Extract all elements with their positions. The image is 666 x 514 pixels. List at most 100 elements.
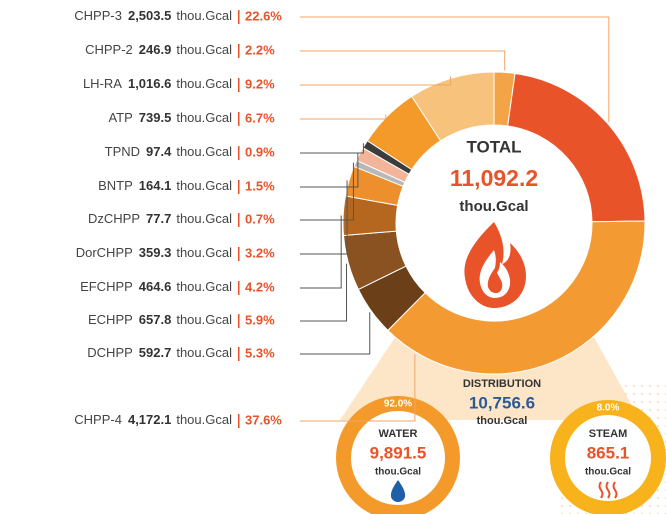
legend-value: 77.7 (146, 211, 171, 226)
leader-line (300, 50, 506, 71)
part-value: 9,891.5 (370, 443, 427, 462)
part-name: STEAM (589, 428, 628, 440)
legend-unit: thou.Gcal (176, 412, 232, 427)
legend-unit: thou.Gcal (176, 211, 232, 226)
legend-name: ECHPP (88, 312, 133, 327)
separator (238, 44, 240, 58)
legend-name: TPND (105, 144, 140, 159)
legend-value: 4,172.1 (128, 412, 171, 427)
leader-line (300, 180, 348, 255)
legend-row: BNTP 164.1 thou.Gcal (98, 178, 232, 193)
flame-icon (464, 222, 526, 308)
steam-icon (605, 481, 611, 499)
leader-line (300, 263, 348, 322)
legend-name: ATP (108, 110, 132, 125)
legend-value: 1,016.6 (128, 76, 171, 91)
legend-value: 657.8 (139, 312, 172, 327)
legend-unit: thou.Gcal (176, 8, 232, 23)
legend-row: LH-RA 1,016.6 thou.Gcal (83, 76, 232, 91)
legend-name: DorCHPP (76, 245, 133, 260)
separator (238, 112, 240, 126)
steam-icon (598, 481, 604, 499)
legend-row: DorCHPP 359.3 thou.Gcal (76, 245, 232, 260)
part-name: WATER (379, 428, 418, 440)
legend-value: 464.6 (139, 279, 172, 294)
legend-row: EFCHPP 464.6 thou.Gcal (80, 279, 232, 294)
legend-unit: thou.Gcal (176, 110, 232, 125)
legend-value: 359.3 (139, 245, 172, 260)
leader-line (300, 312, 371, 355)
distribution-title: DISTRIBUTION (463, 378, 541, 390)
legend-name: CHPP-2 (85, 42, 133, 57)
legend-row: CHPP-2 246.9 thou.Gcal (85, 42, 232, 57)
legend-percent: 9.2% (245, 76, 275, 91)
legend-value: 164.1 (139, 178, 172, 193)
legend-row: TPND 97.4 thou.Gcal (105, 144, 232, 159)
leader-line (300, 162, 354, 221)
legend-percent: 0.7% (245, 211, 275, 226)
leader-line (300, 16, 610, 122)
leader-line (300, 143, 364, 154)
leader-line (300, 353, 416, 422)
leader-line (300, 76, 452, 86)
steam-icon (612, 481, 618, 499)
legend-row: ATP 739.5 thou.Gcal (108, 110, 232, 125)
distribution-unit: thou.Gcal (477, 415, 528, 427)
legend-unit: thou.Gcal (176, 178, 232, 193)
separator (238, 314, 240, 328)
separator (238, 347, 240, 361)
leader-line (300, 114, 387, 120)
legend-name: CHPP-4 (74, 412, 122, 427)
legend-name: DCHPP (87, 345, 133, 360)
legend-row: DzCHPP 77.7 thou.Gcal (88, 211, 232, 226)
separator (238, 146, 240, 160)
distribution-parts: 92.0% WATER 9,891.5 thou.Gcal 8.0% STEAM 865.1… (336, 396, 666, 514)
legend-value: 97.4 (146, 144, 172, 159)
legend-unit: thou.Gcal (176, 312, 232, 327)
part-hole (351, 411, 445, 505)
legend-name: BNTP (98, 178, 133, 193)
legend-percent: 4.2% (245, 279, 275, 294)
legend-unit: thou.Gcal (176, 345, 232, 360)
separator (238, 10, 240, 24)
part-percent: 8.0% (597, 403, 620, 414)
leader-line (300, 215, 342, 289)
separator (238, 180, 240, 194)
legend-name: LH-RA (83, 76, 122, 91)
drop-icon (390, 480, 406, 502)
legend-unit: thou.Gcal (176, 144, 232, 159)
total-value: 11,092.2 (450, 165, 538, 191)
part-percent: 92.0% (384, 399, 412, 410)
legend-percent: 37.6% (245, 412, 282, 427)
legend-value: 2,503.5 (128, 8, 171, 23)
legend-percent: 2.2% (245, 42, 275, 57)
separator (238, 78, 240, 92)
legend-unit: thou.Gcal (176, 76, 232, 91)
legend-unit: thou.Gcal (176, 279, 232, 294)
legend-name: DzCHPP (88, 211, 140, 226)
total-title: TOTAL (466, 137, 521, 156)
separator (238, 247, 240, 261)
legend-percent: 6.7% (245, 110, 275, 125)
legend-row: DCHPP 592.7 thou.Gcal (87, 345, 232, 360)
part-unit: thou.Gcal (585, 467, 631, 478)
separator (238, 281, 240, 295)
legend: CHPP-3 2,503.5 thou.Gcal 22.6% CHPP-2 246.9 th… (74, 8, 610, 428)
legend-unit: thou.Gcal (176, 245, 232, 260)
legend-row: ECHPP 657.8 thou.Gcal (88, 312, 232, 327)
legend-value: 739.5 (139, 110, 172, 125)
part-hole (565, 415, 651, 501)
legend-percent: 5.3% (245, 345, 275, 360)
legend-unit: thou.Gcal (176, 42, 232, 57)
legend-percent: 22.6% (245, 8, 282, 23)
donut (342, 71, 646, 375)
leader-line (300, 153, 359, 188)
legend-value: 592.7 (139, 345, 172, 360)
total-unit: thou.Gcal (459, 198, 528, 215)
distribution-value: 10,756.6 (469, 393, 535, 412)
legend-name: EFCHPP (80, 279, 133, 294)
separator (238, 213, 240, 227)
separator (238, 414, 240, 428)
part-value: 865.1 (587, 443, 630, 462)
legend-value: 246.9 (139, 42, 172, 57)
